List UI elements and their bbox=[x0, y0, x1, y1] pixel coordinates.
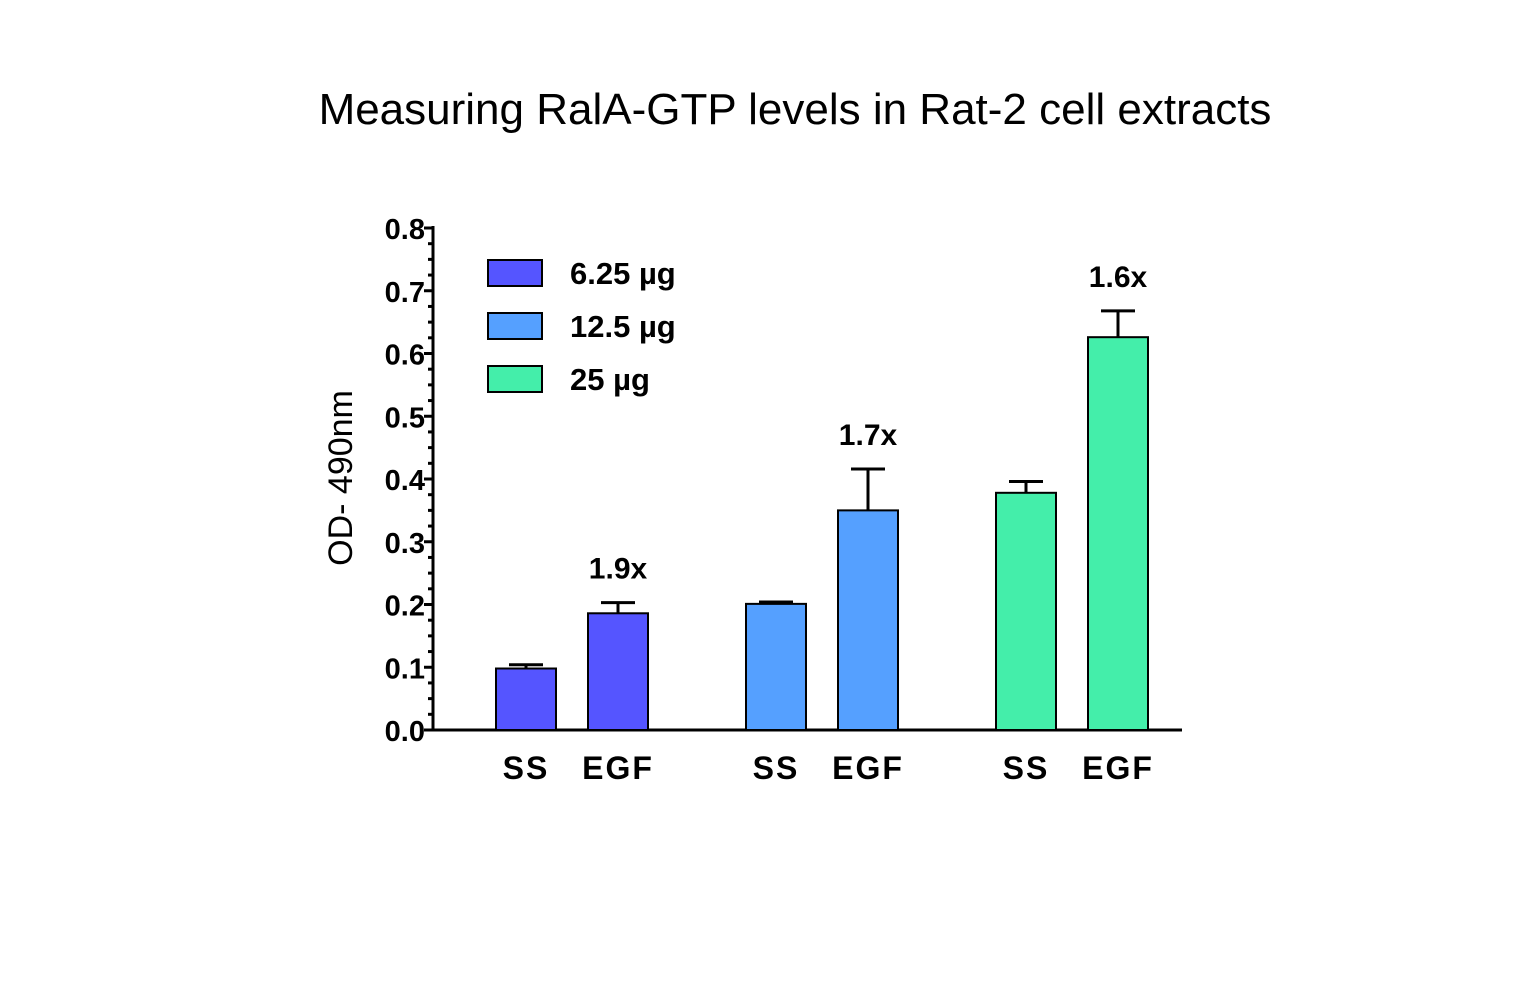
legend-label: 6.25 µg bbox=[570, 256, 676, 291]
legend-swatch bbox=[487, 365, 543, 393]
chart-title: Measuring RalA-GTP levels in Rat-2 cell … bbox=[319, 85, 1272, 134]
y-tick-label: 0.0 bbox=[385, 716, 425, 748]
y-tick-label: 0.3 bbox=[385, 528, 425, 560]
x-category-label: SS bbox=[1003, 750, 1050, 786]
fold-change-label: 1.9x bbox=[589, 553, 648, 586]
y-tick-label: 0.8 bbox=[385, 214, 425, 246]
axes: 0.0 0.1 0.2 0.3 0.4 0.5 0.6 0.7 0.8 bbox=[385, 214, 1182, 748]
y-tick-label: 0.6 bbox=[385, 340, 425, 372]
y-tick-label: 0.2 bbox=[385, 591, 425, 623]
legend-swatch bbox=[487, 312, 543, 340]
y-tick-label: 0.1 bbox=[385, 653, 425, 685]
bars: SS EGF 1.9x SS EGF 1.7x SS EGF 1.6x bbox=[495, 261, 1154, 786]
y-axis-title: OD- 490nm bbox=[322, 390, 360, 566]
x-category-label: SS bbox=[753, 750, 800, 786]
legend-label: 25 µg bbox=[570, 362, 650, 397]
bar bbox=[1087, 336, 1149, 731]
x-category-label: EGF bbox=[832, 750, 904, 786]
legend-swatch bbox=[487, 259, 543, 287]
y-tick-label: 0.7 bbox=[385, 277, 425, 309]
bar bbox=[745, 602, 807, 731]
x-category-label: EGF bbox=[1082, 750, 1154, 786]
bar bbox=[995, 491, 1057, 731]
y-tick-label: 0.4 bbox=[385, 465, 425, 497]
legend-label: 12.5 µg bbox=[570, 309, 676, 344]
bar bbox=[495, 667, 557, 732]
fold-change-label: 1.6x bbox=[1089, 261, 1148, 294]
bar bbox=[837, 509, 899, 731]
bar bbox=[587, 612, 649, 731]
legend: 6.25 µg 12.5 µg 25 µg bbox=[487, 256, 676, 397]
x-category-label: SS bbox=[503, 750, 550, 786]
x-category-label: EGF bbox=[582, 750, 654, 786]
y-tick-label: 0.5 bbox=[385, 402, 425, 434]
fold-change-label: 1.7x bbox=[839, 419, 898, 452]
